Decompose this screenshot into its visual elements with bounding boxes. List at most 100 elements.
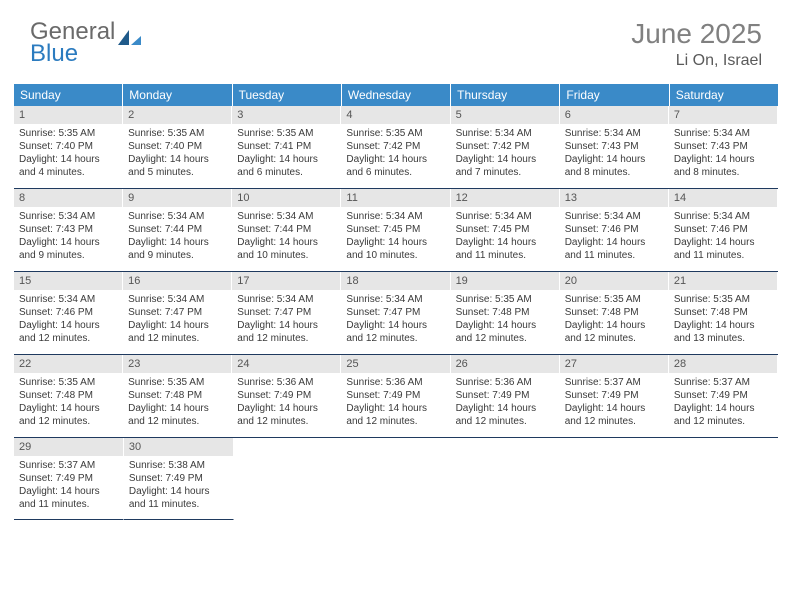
day-cell: 24Sunrise: 5:36 AMSunset: 7:49 PMDayligh… <box>232 355 341 437</box>
sunset-line: Sunset: 7:49 PM <box>456 389 554 402</box>
day-body: Sunrise: 5:34 AMSunset: 7:46 PMDaylight:… <box>14 290 122 350</box>
day-cell: 14Sunrise: 5:34 AMSunset: 7:46 PMDayligh… <box>669 189 778 271</box>
empty-cell <box>234 438 343 520</box>
daylight-line: Daylight: 14 hours and 12 minutes. <box>565 402 663 428</box>
daylight-line: Daylight: 14 hours and 13 minutes. <box>674 319 772 345</box>
sunset-line: Sunset: 7:49 PM <box>237 389 335 402</box>
sunrise-line: Sunrise: 5:34 AM <box>237 293 335 306</box>
sunset-line: Sunset: 7:46 PM <box>19 306 117 319</box>
day-number: 28 <box>669 355 777 373</box>
header: GeneralBlue June 2025 Li On, Israel <box>0 0 792 78</box>
day-number: 5 <box>451 106 559 124</box>
day-body: Sunrise: 5:34 AMSunset: 7:47 PMDaylight:… <box>232 290 340 350</box>
sunrise-line: Sunrise: 5:35 AM <box>19 376 117 389</box>
day-cell: 13Sunrise: 5:34 AMSunset: 7:46 PMDayligh… <box>560 189 669 271</box>
daylight-line: Daylight: 14 hours and 12 minutes. <box>237 402 335 428</box>
daylight-line: Daylight: 14 hours and 12 minutes. <box>346 402 444 428</box>
day-cell: 23Sunrise: 5:35 AMSunset: 7:48 PMDayligh… <box>123 355 232 437</box>
logo-sail-icon <box>117 28 143 46</box>
sunset-line: Sunset: 7:48 PM <box>565 306 663 319</box>
weekday-header-thursday: Thursday <box>451 84 560 106</box>
day-body: Sunrise: 5:34 AMSunset: 7:47 PMDaylight:… <box>341 290 449 350</box>
day-body: Sunrise: 5:34 AMSunset: 7:46 PMDaylight:… <box>669 207 777 267</box>
daylight-line: Daylight: 14 hours and 6 minutes. <box>346 153 444 179</box>
sunset-line: Sunset: 7:49 PM <box>19 472 118 485</box>
sunset-line: Sunset: 7:42 PM <box>456 140 554 153</box>
sunset-line: Sunset: 7:49 PM <box>346 389 444 402</box>
daylight-line: Daylight: 14 hours and 9 minutes. <box>19 236 117 262</box>
sunset-line: Sunset: 7:43 PM <box>565 140 663 153</box>
week-row: 8Sunrise: 5:34 AMSunset: 7:43 PMDaylight… <box>14 189 778 272</box>
day-number: 30 <box>124 438 233 456</box>
day-cell: 6Sunrise: 5:34 AMSunset: 7:43 PMDaylight… <box>560 106 669 188</box>
day-number: 25 <box>341 355 449 373</box>
day-cell: 4Sunrise: 5:35 AMSunset: 7:42 PMDaylight… <box>341 106 450 188</box>
sunrise-line: Sunrise: 5:35 AM <box>674 293 772 306</box>
day-cell: 18Sunrise: 5:34 AMSunset: 7:47 PMDayligh… <box>341 272 450 354</box>
daylight-line: Daylight: 14 hours and 11 minutes. <box>565 236 663 262</box>
month-title: June 2025 <box>631 18 762 50</box>
sunrise-line: Sunrise: 5:35 AM <box>565 293 663 306</box>
sunset-line: Sunset: 7:47 PM <box>237 306 335 319</box>
sunrise-line: Sunrise: 5:34 AM <box>565 210 663 223</box>
sunset-line: Sunset: 7:43 PM <box>674 140 772 153</box>
day-cell: 19Sunrise: 5:35 AMSunset: 7:48 PMDayligh… <box>451 272 560 354</box>
day-cell: 3Sunrise: 5:35 AMSunset: 7:41 PMDaylight… <box>232 106 341 188</box>
sunset-line: Sunset: 7:49 PM <box>129 472 228 485</box>
day-body: Sunrise: 5:38 AMSunset: 7:49 PMDaylight:… <box>124 456 233 516</box>
day-cell: 30Sunrise: 5:38 AMSunset: 7:49 PMDayligh… <box>124 438 234 520</box>
day-number: 12 <box>451 189 559 207</box>
day-body: Sunrise: 5:37 AMSunset: 7:49 PMDaylight:… <box>14 456 123 516</box>
day-cell: 8Sunrise: 5:34 AMSunset: 7:43 PMDaylight… <box>14 189 123 271</box>
week-row: 1Sunrise: 5:35 AMSunset: 7:40 PMDaylight… <box>14 106 778 189</box>
empty-cell <box>451 438 560 520</box>
day-cell: 5Sunrise: 5:34 AMSunset: 7:42 PMDaylight… <box>451 106 560 188</box>
day-cell: 29Sunrise: 5:37 AMSunset: 7:49 PMDayligh… <box>14 438 124 520</box>
weekday-header-tuesday: Tuesday <box>233 84 342 106</box>
daylight-line: Daylight: 14 hours and 6 minutes. <box>237 153 335 179</box>
sunrise-line: Sunrise: 5:34 AM <box>128 293 226 306</box>
daylight-line: Daylight: 14 hours and 5 minutes. <box>128 153 226 179</box>
day-body: Sunrise: 5:34 AMSunset: 7:45 PMDaylight:… <box>451 207 559 267</box>
daylight-line: Daylight: 14 hours and 12 minutes. <box>19 319 117 345</box>
day-cell: 27Sunrise: 5:37 AMSunset: 7:49 PMDayligh… <box>560 355 669 437</box>
day-cell: 9Sunrise: 5:34 AMSunset: 7:44 PMDaylight… <box>123 189 232 271</box>
day-body: Sunrise: 5:34 AMSunset: 7:44 PMDaylight:… <box>232 207 340 267</box>
sunset-line: Sunset: 7:45 PM <box>346 223 444 236</box>
sunrise-line: Sunrise: 5:35 AM <box>128 376 226 389</box>
sunrise-line: Sunrise: 5:37 AM <box>674 376 772 389</box>
day-body: Sunrise: 5:34 AMSunset: 7:47 PMDaylight:… <box>123 290 231 350</box>
sunrise-line: Sunrise: 5:34 AM <box>456 127 554 140</box>
daylight-line: Daylight: 14 hours and 9 minutes. <box>128 236 226 262</box>
weekday-header-row: SundayMondayTuesdayWednesdayThursdayFrid… <box>14 84 778 106</box>
day-body: Sunrise: 5:35 AMSunset: 7:40 PMDaylight:… <box>14 124 122 184</box>
sunrise-line: Sunrise: 5:35 AM <box>19 127 117 140</box>
day-body: Sunrise: 5:34 AMSunset: 7:43 PMDaylight:… <box>14 207 122 267</box>
day-number: 10 <box>232 189 340 207</box>
day-number: 15 <box>14 272 122 290</box>
day-body: Sunrise: 5:35 AMSunset: 7:48 PMDaylight:… <box>451 290 559 350</box>
day-cell: 7Sunrise: 5:34 AMSunset: 7:43 PMDaylight… <box>669 106 778 188</box>
daylight-line: Daylight: 14 hours and 8 minutes. <box>565 153 663 179</box>
day-body: Sunrise: 5:36 AMSunset: 7:49 PMDaylight:… <box>451 373 559 433</box>
daylight-line: Daylight: 14 hours and 4 minutes. <box>19 153 117 179</box>
sunrise-line: Sunrise: 5:34 AM <box>128 210 226 223</box>
day-cell: 15Sunrise: 5:34 AMSunset: 7:46 PMDayligh… <box>14 272 123 354</box>
day-cell: 2Sunrise: 5:35 AMSunset: 7:40 PMDaylight… <box>123 106 232 188</box>
weekday-header-wednesday: Wednesday <box>342 84 451 106</box>
week-row: 29Sunrise: 5:37 AMSunset: 7:49 PMDayligh… <box>14 438 778 520</box>
daylight-line: Daylight: 14 hours and 11 minutes. <box>456 236 554 262</box>
daylight-line: Daylight: 14 hours and 10 minutes. <box>237 236 335 262</box>
sunset-line: Sunset: 7:41 PM <box>237 140 335 153</box>
sunrise-line: Sunrise: 5:37 AM <box>19 459 118 472</box>
sunset-line: Sunset: 7:48 PM <box>19 389 117 402</box>
sunrise-line: Sunrise: 5:34 AM <box>19 293 117 306</box>
sunrise-line: Sunrise: 5:34 AM <box>565 127 663 140</box>
day-cell: 20Sunrise: 5:35 AMSunset: 7:48 PMDayligh… <box>560 272 669 354</box>
day-number: 23 <box>123 355 231 373</box>
day-number: 24 <box>232 355 340 373</box>
day-number: 17 <box>232 272 340 290</box>
title-block: June 2025 Li On, Israel <box>631 18 762 70</box>
day-number: 20 <box>560 272 668 290</box>
sunset-line: Sunset: 7:48 PM <box>128 389 226 402</box>
